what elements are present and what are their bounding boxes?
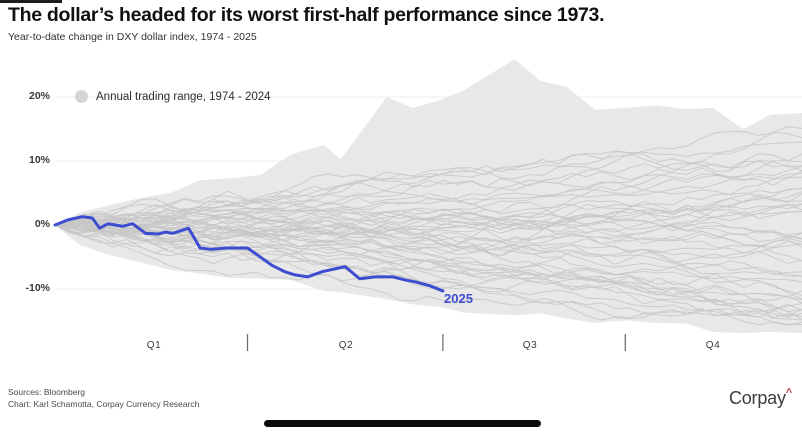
bottom-progress-bar — [264, 420, 541, 427]
history-year-line — [54, 224, 802, 262]
history-year-line — [54, 170, 802, 229]
history-year-line — [54, 212, 802, 253]
y-axis-label-10: 10% — [28, 154, 50, 166]
series-label-2025: 2025 — [444, 291, 473, 306]
history-year-line — [54, 219, 802, 318]
corpay-caret-icon: ^ — [785, 387, 792, 399]
history-year-line — [54, 216, 802, 265]
x-axis-label-q3: Q3 — [522, 340, 538, 351]
line-2025 — [53, 215, 445, 293]
history-year-line — [54, 159, 802, 226]
legend-label: Annual trading range, 1974 - 2024 — [96, 90, 271, 103]
history-year-line — [54, 188, 802, 254]
history-year-line — [54, 151, 802, 226]
history-year-line — [54, 216, 802, 277]
history-year-line — [54, 220, 802, 318]
history-year-line — [54, 224, 802, 326]
history-year-line — [54, 152, 802, 226]
history-year-line — [54, 141, 802, 226]
y-axis-label-20: 20% — [28, 90, 50, 102]
corpay-logo: Corpay^ — [728, 387, 792, 409]
history-year-line — [54, 203, 802, 231]
history-year-line — [54, 203, 802, 239]
history-year-line — [54, 223, 802, 264]
legend: Annual trading range, 1974 - 2024 — [75, 90, 271, 103]
trading-range-swatch-icon — [75, 90, 88, 103]
x-axis-label-q4: Q4 — [705, 340, 721, 351]
chart-credit-line: Chart: Karl Schamotta, Corpay Currency R… — [8, 399, 200, 409]
history-year-line — [54, 218, 802, 296]
history-year-line — [54, 166, 802, 226]
source-line: Sources: Bloomberg — [8, 387, 86, 397]
x-axis-label-q1: Q1 — [146, 340, 162, 351]
x-axis-label-q2: Q2 — [338, 340, 354, 351]
screenshot-artifact-bar — [0, 0, 62, 3]
page-title: The dollar’s headed for its worst first-… — [8, 4, 605, 26]
history-year-line — [54, 224, 802, 290]
y-axis-label-neg10: -10% — [25, 282, 50, 294]
history-year-line — [54, 126, 802, 229]
history-year-line — [54, 208, 802, 320]
history-year-line — [54, 153, 802, 226]
source-credits: Sources: Bloomberg Chart: Karl Schamotta… — [8, 386, 199, 410]
corpay-logo-text: Corpay — [728, 388, 786, 408]
history-year-line — [54, 208, 802, 230]
y-axis-label-0: 0% — [34, 218, 50, 230]
history-year-line — [54, 173, 802, 228]
chart-subtitle: Year-to-date change in DXY dollar index,… — [8, 31, 257, 43]
history-year-line — [54, 220, 802, 311]
history-year-line — [54, 224, 802, 304]
history-year-line — [54, 203, 802, 234]
history-year-line — [54, 224, 802, 257]
